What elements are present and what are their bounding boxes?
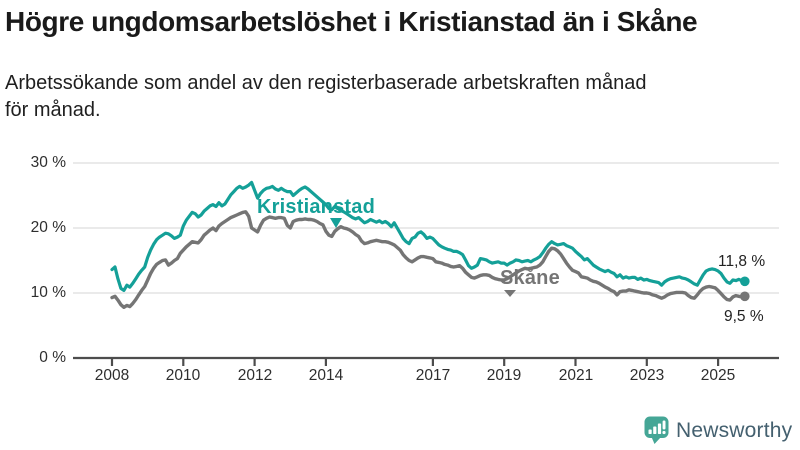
kristianstad-end-dot <box>740 276 750 287</box>
newsworthy-logo-text: Newsworthy <box>676 418 793 442</box>
kristianstad-line <box>110 180 747 292</box>
x-tick-2010: 2010 <box>165 367 201 384</box>
gridlines <box>73 162 779 294</box>
x-tick-2021: 2021 <box>558 367 594 384</box>
y-tick-30: 30 % <box>30 154 66 171</box>
x-axis <box>73 356 779 366</box>
x-tick-2008: 2008 <box>94 367 130 384</box>
x-tick-2014: 2014 <box>308 367 344 384</box>
kristianstad-label-arrow-icon <box>330 218 342 228</box>
chart-title: Högre ungdomsarbetslöshet i Kristianstad… <box>5 6 698 37</box>
newsworthy-logo-icon <box>644 416 669 444</box>
newsworthy-logo[interactable]: Newsworthy <box>644 416 792 445</box>
chart-subtitle-line2: för månad. <box>5 98 101 121</box>
skane-line <box>110 210 747 309</box>
skane-latest-value: 9,5 % <box>724 308 764 325</box>
y-tick-10: 10 % <box>30 284 66 301</box>
series-label-kristianstad: Kristianstad <box>257 196 375 218</box>
skane-label-arrow-icon <box>504 290 516 297</box>
series-label-skane: Skåne <box>500 267 560 289</box>
kristianstad-latest-value: 11,8 % <box>718 253 766 270</box>
x-tick-2012: 2012 <box>237 367 273 384</box>
y-tick-0: 0 % <box>39 349 66 366</box>
skane-end-dot <box>740 291 750 302</box>
x-tick-2017: 2017 <box>415 367 451 384</box>
chart-subtitle: Arbetssökande som andel av den registerb… <box>5 70 785 123</box>
x-tick-2023: 2023 <box>629 367 665 384</box>
x-tick-2025: 2025 <box>700 367 736 384</box>
y-tick-20: 20 % <box>30 219 66 236</box>
x-tick-2019: 2019 <box>486 367 522 384</box>
chart-subtitle-line1: Arbetssökande som andel av den registerb… <box>5 72 647 94</box>
